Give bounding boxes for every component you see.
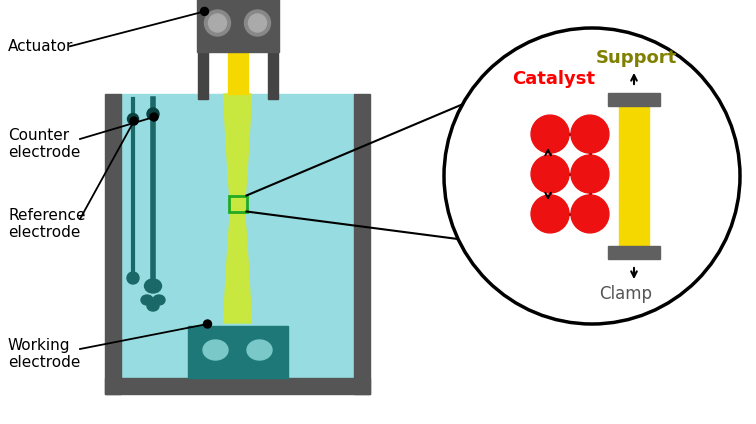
Circle shape <box>571 195 609 233</box>
Circle shape <box>147 108 159 120</box>
Bar <box>268 52 277 99</box>
Circle shape <box>209 14 227 32</box>
Circle shape <box>571 115 609 153</box>
Bar <box>197 52 207 99</box>
Bar <box>121 94 354 378</box>
Bar <box>619 104 649 248</box>
Bar <box>354 94 370 394</box>
Text: Support: Support <box>596 49 677 67</box>
Circle shape <box>244 10 271 36</box>
Bar <box>228 195 246 212</box>
Text: Reference
electrode: Reference electrode <box>8 208 85 240</box>
Circle shape <box>150 113 158 121</box>
Bar <box>105 378 370 394</box>
Text: Actuator: Actuator <box>8 39 73 54</box>
Circle shape <box>571 155 609 193</box>
Circle shape <box>249 14 267 32</box>
Text: Catalyst: Catalyst <box>513 70 596 88</box>
Circle shape <box>200 7 209 15</box>
Circle shape <box>531 155 569 193</box>
Bar <box>608 246 660 259</box>
Circle shape <box>205 10 231 36</box>
Circle shape <box>531 115 569 153</box>
Text: Working
electrode: Working electrode <box>8 338 80 370</box>
Ellipse shape <box>203 340 228 360</box>
Ellipse shape <box>141 295 153 305</box>
Ellipse shape <box>153 295 165 305</box>
Ellipse shape <box>247 340 272 360</box>
Polygon shape <box>224 94 252 323</box>
Circle shape <box>130 117 138 125</box>
Text: Clamp: Clamp <box>600 285 652 303</box>
Circle shape <box>128 114 138 125</box>
Ellipse shape <box>147 301 159 311</box>
Circle shape <box>444 28 740 324</box>
Bar <box>197 0 278 52</box>
Bar <box>228 52 247 94</box>
Ellipse shape <box>144 279 162 293</box>
Circle shape <box>127 272 139 284</box>
Text: Counter
electrode: Counter electrode <box>8 128 80 160</box>
Bar <box>187 326 287 378</box>
Circle shape <box>531 195 569 233</box>
Bar <box>608 93 660 106</box>
Circle shape <box>203 320 212 328</box>
Bar <box>105 94 121 394</box>
